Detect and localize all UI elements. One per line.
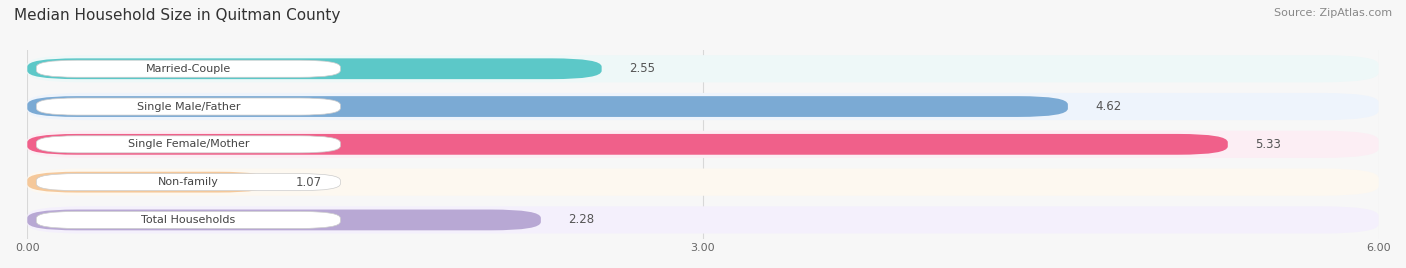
Text: Total Households: Total Households	[141, 215, 235, 225]
Text: 1.07: 1.07	[295, 176, 322, 189]
FancyBboxPatch shape	[37, 136, 340, 153]
FancyBboxPatch shape	[27, 169, 1379, 196]
FancyBboxPatch shape	[27, 131, 1379, 158]
FancyBboxPatch shape	[27, 96, 1069, 117]
FancyBboxPatch shape	[27, 58, 602, 79]
FancyBboxPatch shape	[27, 55, 1379, 82]
Text: 4.62: 4.62	[1095, 100, 1121, 113]
Text: Source: ZipAtlas.com: Source: ZipAtlas.com	[1274, 8, 1392, 18]
FancyBboxPatch shape	[37, 211, 340, 228]
Text: 2.28: 2.28	[568, 213, 593, 226]
Text: Median Household Size in Quitman County: Median Household Size in Quitman County	[14, 8, 340, 23]
FancyBboxPatch shape	[27, 210, 541, 230]
Text: Non-family: Non-family	[157, 177, 219, 187]
FancyBboxPatch shape	[27, 206, 1379, 233]
FancyBboxPatch shape	[37, 174, 340, 191]
Text: Single Male/Father: Single Male/Father	[136, 102, 240, 111]
FancyBboxPatch shape	[37, 98, 340, 115]
FancyBboxPatch shape	[27, 93, 1379, 120]
Text: Single Female/Mother: Single Female/Mother	[128, 139, 249, 149]
FancyBboxPatch shape	[37, 60, 340, 77]
FancyBboxPatch shape	[27, 172, 269, 192]
Text: 5.33: 5.33	[1254, 138, 1281, 151]
FancyBboxPatch shape	[27, 134, 1227, 155]
Text: 2.55: 2.55	[628, 62, 655, 75]
Text: Married-Couple: Married-Couple	[146, 64, 231, 74]
